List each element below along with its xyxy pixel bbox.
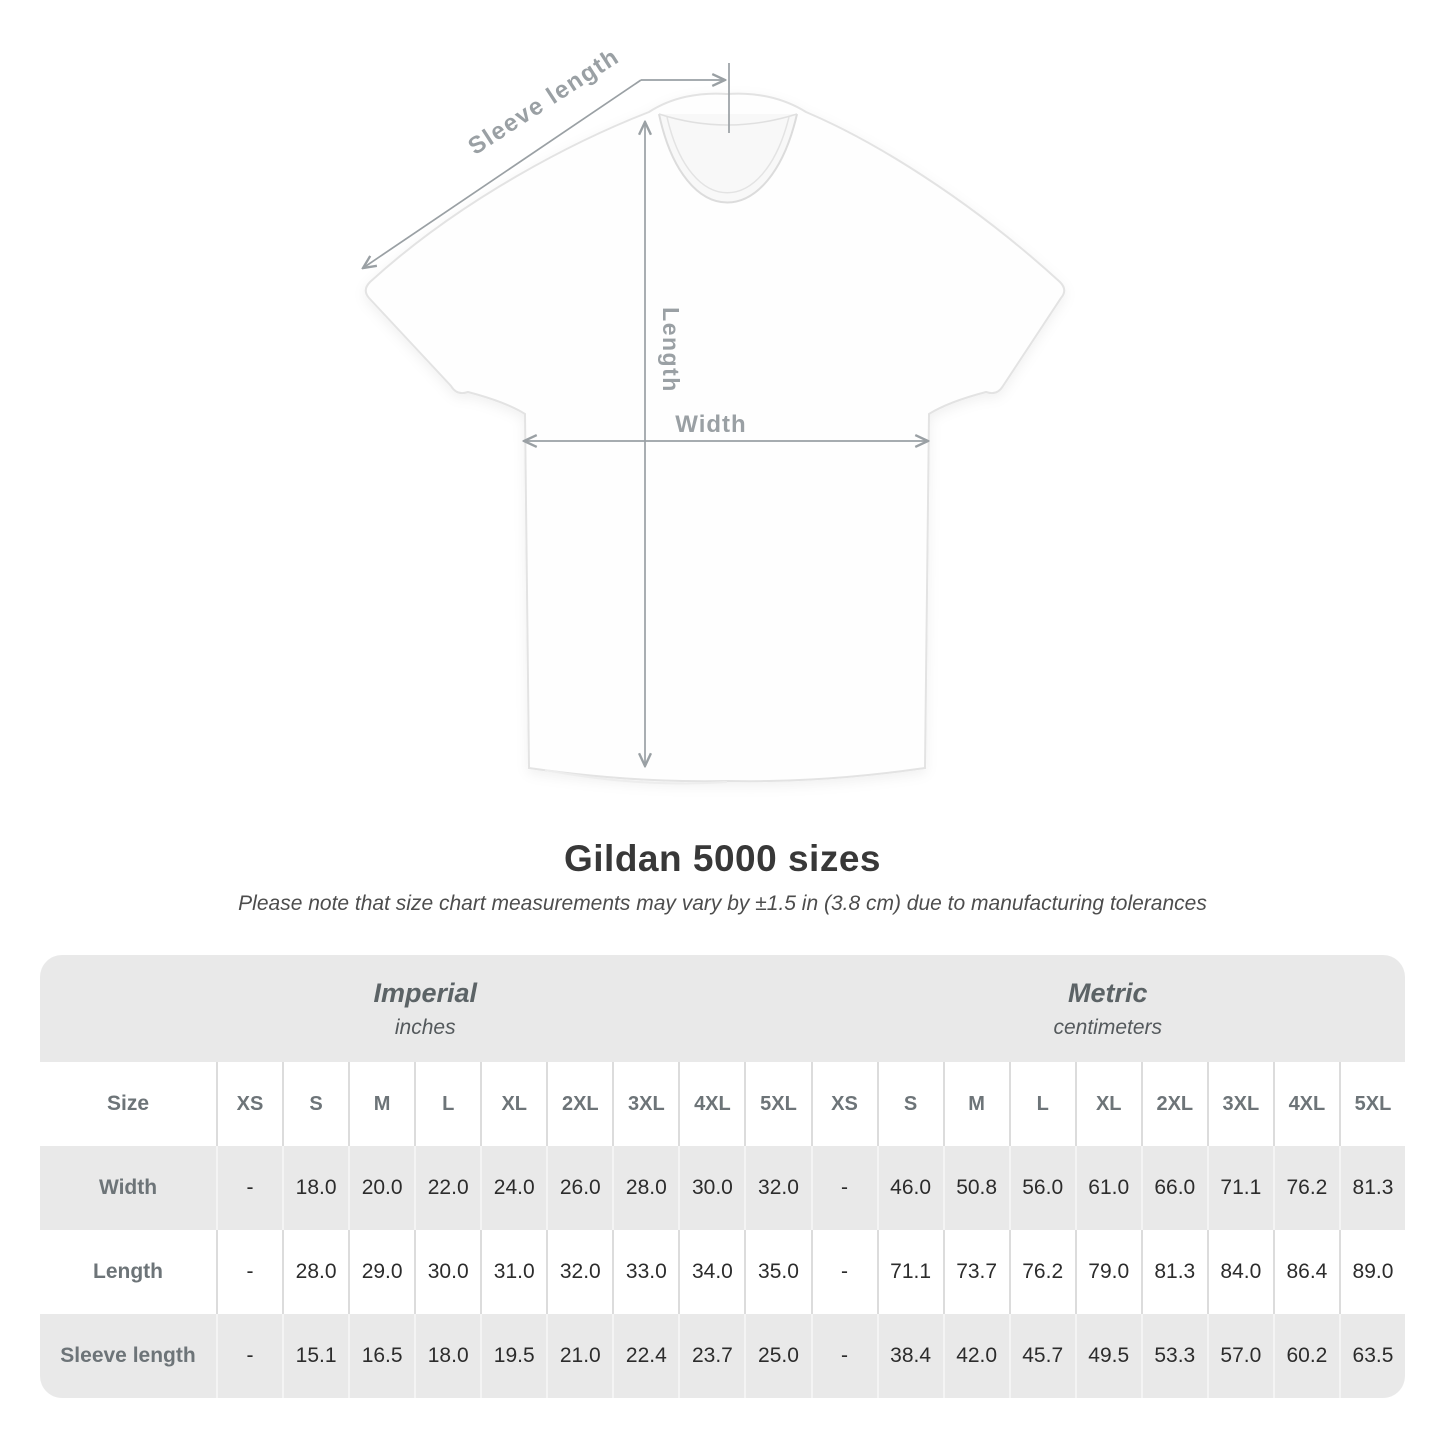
table-cell-imperial: 16.5 [348, 1314, 415, 1398]
tshirt-hem-shadow [544, 769, 728, 785]
tshirt-measurement-diagram: Sleeve length Length Width [0, 43, 1066, 785]
imperial-section-header: Imperial inches [40, 955, 811, 1062]
table-cell-imperial: 32.0 [546, 1230, 613, 1314]
table-cell-imperial: 21.0 [546, 1314, 613, 1398]
table-cell-metric: 57.0 [1206, 1314, 1273, 1398]
table-cell-metric: 46.0 [876, 1146, 943, 1230]
table-cell-imperial: - [216, 1230, 283, 1314]
column-header-imperial: 3XL [612, 1062, 679, 1146]
table-cell-metric: - [810, 1146, 877, 1230]
column-header-imperial: 5XL [744, 1062, 811, 1146]
column-header-imperial: M [348, 1062, 415, 1146]
table-cell-imperial: 20.0 [348, 1146, 415, 1230]
table-cell-imperial: 30.0 [414, 1230, 481, 1314]
row-label: Length [40, 1230, 216, 1314]
tshirt-neckline [658, 113, 798, 204]
column-header-metric: 3XL [1206, 1062, 1273, 1146]
table-cell-imperial: 23.7 [678, 1314, 745, 1398]
table-cell-metric: 50.8 [942, 1146, 1009, 1230]
sleeve-arrow-diagonal [363, 79, 642, 268]
table-cell-metric: 84.0 [1206, 1230, 1273, 1314]
size-column-header: Size [40, 1062, 216, 1146]
table-cell-imperial: 34.0 [678, 1230, 745, 1314]
column-header-imperial: 4XL [678, 1062, 745, 1146]
table-cell-metric: 81.3 [1338, 1146, 1405, 1230]
table-cell-metric: 63.5 [1338, 1314, 1405, 1398]
title-block: Gildan 5000 sizes Please note that size … [0, 838, 1445, 916]
table-cell-imperial: - [216, 1146, 283, 1230]
table-cell-metric: 71.1 [876, 1230, 943, 1314]
column-header-metric: 5XL [1338, 1062, 1405, 1146]
row-label: Width [40, 1146, 216, 1230]
measurement-arrows [363, 63, 928, 766]
metric-section-header: Metric centimeters [810, 955, 1405, 1062]
table-cell-imperial: 18.0 [282, 1146, 349, 1230]
metric-label: Metric [1067, 977, 1148, 1008]
tshirt-graphic [364, 92, 1066, 785]
column-header-metric: XS [810, 1062, 877, 1146]
table-cell-imperial: 33.0 [612, 1230, 679, 1314]
table-cell-imperial: 18.0 [414, 1314, 481, 1398]
table-cell-imperial: 22.0 [414, 1146, 481, 1230]
row-label: Sleeve length [40, 1314, 216, 1398]
table-cell-imperial: 22.4 [612, 1314, 679, 1398]
table-cell-metric: 76.2 [1272, 1146, 1339, 1230]
column-header-metric: L [1008, 1062, 1075, 1146]
size-table-grid: Imperial inches Metric centimeters Size X… [40, 955, 1405, 1398]
column-header-metric: 2XL [1140, 1062, 1207, 1146]
table-cell-metric: 71.1 [1206, 1146, 1273, 1230]
column-header-metric: M [942, 1062, 1009, 1146]
table-cell-imperial: 19.5 [480, 1314, 547, 1398]
column-header-imperial: S [282, 1062, 349, 1146]
table-cell-metric: 49.5 [1074, 1314, 1141, 1398]
table-cell-metric: 60.2 [1272, 1314, 1339, 1398]
table-cell-imperial: 15.1 [282, 1314, 349, 1398]
table-cell-metric: 38.4 [876, 1314, 943, 1398]
table-cell-metric: 89.0 [1338, 1230, 1405, 1314]
table-cell-metric: - [810, 1230, 877, 1314]
table-cell-metric: 56.0 [1008, 1146, 1075, 1230]
table-cell-imperial: 28.0 [282, 1230, 349, 1314]
table-cell-metric: 61.0 [1074, 1146, 1141, 1230]
imperial-unit-label: inches [394, 1015, 456, 1039]
tshirt-back-collar [658, 113, 798, 126]
table-cell-imperial: 32.0 [744, 1146, 811, 1230]
table-cell-imperial: 24.0 [480, 1146, 547, 1230]
table-cell-imperial: 35.0 [744, 1230, 811, 1314]
column-header-imperial: XS [216, 1062, 283, 1146]
width-label: Width [675, 411, 746, 438]
table-cell-imperial: 28.0 [612, 1146, 679, 1230]
column-header-imperial: 2XL [546, 1062, 613, 1146]
imperial-label: Imperial [373, 977, 478, 1008]
metric-unit-label: centimeters [1053, 1015, 1163, 1039]
table-cell-metric: - [810, 1314, 877, 1398]
table-cell-metric: 86.4 [1272, 1230, 1339, 1314]
length-label: Length [658, 307, 684, 393]
column-header-imperial: XL [480, 1062, 547, 1146]
table-cell-imperial: 26.0 [546, 1146, 613, 1230]
table-cell-imperial: 30.0 [678, 1146, 745, 1230]
column-header-imperial: L [414, 1062, 481, 1146]
tolerance-note: Please note that size chart measurements… [238, 892, 1207, 915]
table-cell-metric: 66.0 [1140, 1146, 1207, 1230]
table-cell-metric: 42.0 [942, 1314, 1009, 1398]
table-cell-metric: 45.7 [1008, 1314, 1075, 1398]
table-cell-metric: 73.7 [942, 1230, 1009, 1314]
table-cell-metric: 81.3 [1140, 1230, 1207, 1314]
table-cell-imperial: 31.0 [480, 1230, 547, 1314]
page-title: Gildan 5000 sizes [563, 838, 881, 879]
tshirt-collar-rib [666, 116, 790, 194]
table-cell-imperial: 25.0 [744, 1314, 811, 1398]
table-cell-metric: 53.3 [1140, 1314, 1207, 1398]
table-cell-metric: 76.2 [1008, 1230, 1075, 1314]
column-header-metric: XL [1074, 1062, 1141, 1146]
table-cell-imperial: 29.0 [348, 1230, 415, 1314]
table-cell-metric: 79.0 [1074, 1230, 1141, 1314]
table-cell-imperial: - [216, 1314, 283, 1398]
column-header-metric: S [876, 1062, 943, 1146]
column-header-metric: 4XL [1272, 1062, 1339, 1146]
